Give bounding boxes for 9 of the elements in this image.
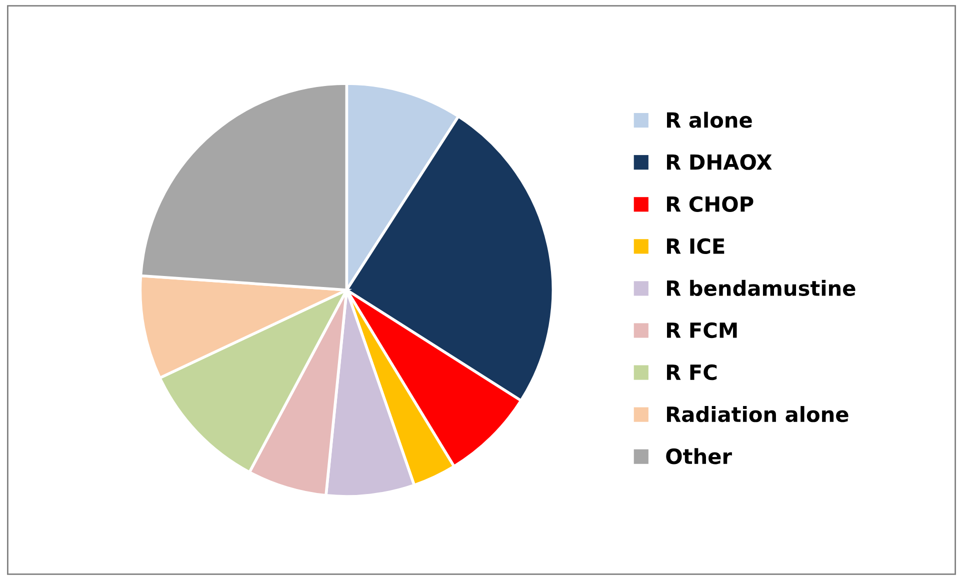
legend-label: R bendamustine <box>667 280 856 296</box>
legend-label: R FCM <box>667 322 737 338</box>
legend-label: R DHAOX <box>667 154 772 170</box>
legend-label: R CHOP <box>667 196 754 212</box>
legend-label: R FC <box>667 364 717 380</box>
legend-label: R ICE <box>667 238 724 254</box>
legend-label: Radiation alone <box>667 406 848 422</box>
legend-label: Other <box>666 448 732 464</box>
legend-label: R alone <box>667 112 752 128</box>
